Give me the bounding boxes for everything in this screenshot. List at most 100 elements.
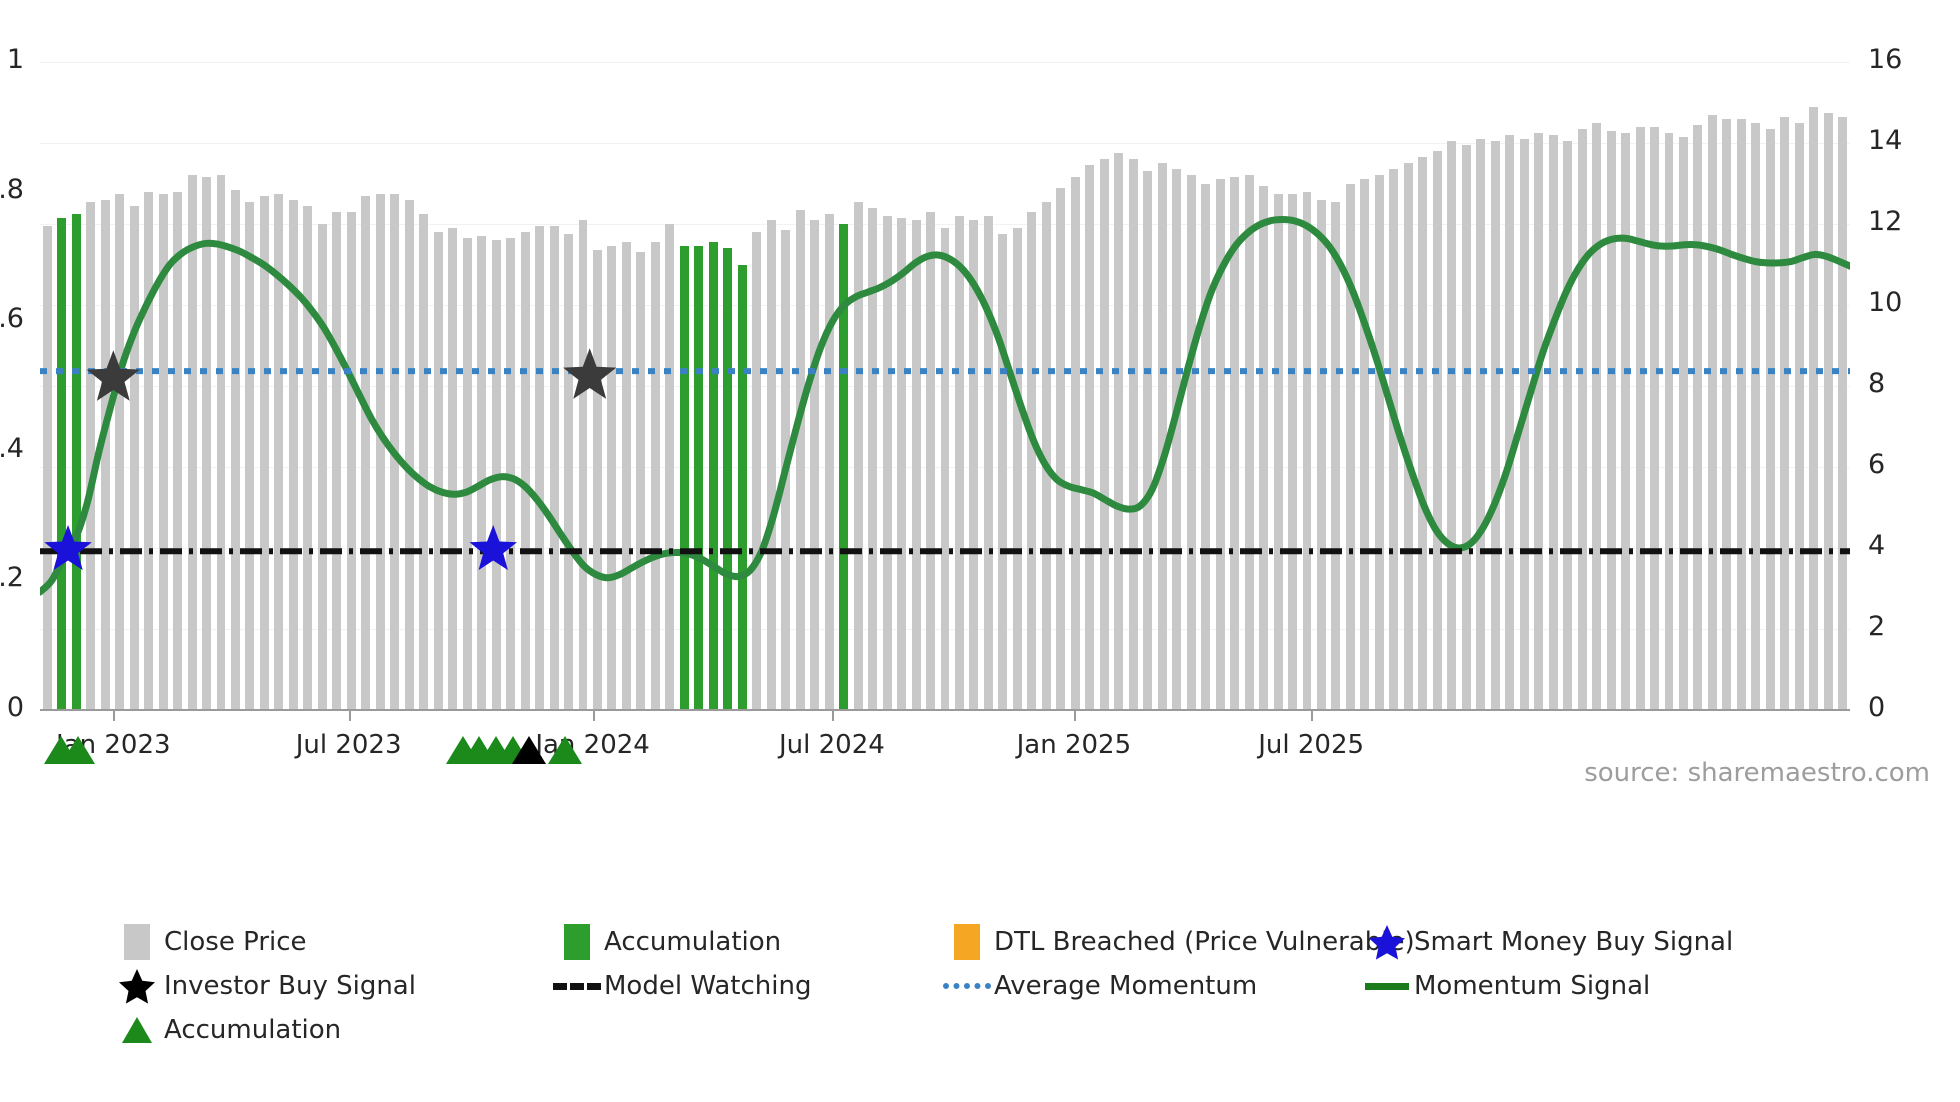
x-axis-tick: [592, 710, 595, 721]
y-axis-left-label: 0.6: [0, 303, 24, 335]
close-price-bar: [1678, 136, 1688, 710]
x-axis-tick: [1311, 710, 1314, 721]
close-price-bar: [1606, 130, 1616, 710]
signal-markers-overlay: [44, 348, 617, 571]
close-price-bar: [1331, 201, 1341, 710]
close-price-bar: [1664, 132, 1674, 710]
close-price-bar: [245, 201, 255, 710]
momentum-signal-line-icon: [1360, 982, 1414, 990]
close-price-bar: [332, 211, 342, 710]
accumulation-marker-strip: [40, 714, 1850, 774]
close-price-bar: [1693, 124, 1703, 710]
close-price-bar: [375, 193, 385, 710]
investor-buy-signal-star: [563, 348, 617, 399]
legend-item-smart-money-buy[interactable]: Smart Money Buy Signal: [1360, 920, 1733, 964]
close-price-bar: [1635, 126, 1645, 710]
x-axis-label: Jul 2025: [1258, 730, 1365, 760]
close-price-bar: [448, 228, 458, 710]
legend-row-3: Accumulation: [110, 1008, 1910, 1052]
close-price-bar: [1592, 122, 1602, 710]
close-price-bar: [433, 232, 443, 710]
gridline: [40, 62, 1850, 63]
close-price-bar: [1056, 187, 1066, 710]
legend-item-close-price[interactable]: Close Price: [110, 920, 550, 964]
close-price-bar: [592, 250, 602, 710]
close-price-bar: [477, 236, 487, 710]
close-price-bar: [1157, 163, 1167, 710]
close-price-bar: [1838, 116, 1848, 710]
close-price-bar: [926, 211, 935, 710]
close-price-bar: [1418, 157, 1428, 710]
accumulation-bar: [737, 264, 747, 710]
close-price-bar: [665, 224, 675, 710]
close-price-bar: [1302, 191, 1312, 710]
close-price-bar: [202, 177, 211, 710]
close-price-bar: [1374, 175, 1384, 710]
close-price-bar: [115, 193, 125, 710]
legend-label: Close Price: [164, 927, 307, 957]
close-price-bar: [462, 238, 472, 710]
close-price-bar: [1823, 112, 1833, 710]
x-axis-label: Jan 2025: [1016, 730, 1132, 760]
legend-item-momentum-signal[interactable]: Momentum Signal: [1360, 964, 1650, 1008]
legend-item-dtl-breached[interactable]: DTL Breached (Price Vulnerable): [940, 920, 1415, 964]
close-price-bar: [969, 219, 979, 710]
close-price-bar: [86, 201, 96, 710]
close-price-bar: [1650, 126, 1659, 710]
accumulation-triangle-icon: [110, 1017, 164, 1043]
y-axis-right-label: 12: [1868, 206, 1903, 237]
y-axis-right-label: 6: [1868, 449, 1886, 480]
close-price-bar: [173, 191, 183, 710]
close-price-bar: [1809, 106, 1819, 710]
close-price-bar: [650, 242, 660, 710]
close-price-bar: [1563, 140, 1573, 710]
close-price-bar: [1186, 175, 1196, 710]
legend-item-model-watching[interactable]: Model Watching: [550, 964, 940, 1008]
legend-item-investor-buy[interactable]: Investor Buy Signal: [110, 964, 550, 1008]
accumulation-bar: [694, 246, 704, 710]
y-axis-left-label: 0.2: [0, 562, 24, 594]
close-price-bar: [1099, 159, 1109, 710]
legend-item-average-momentum[interactable]: Average Momentum: [940, 964, 1360, 1008]
gridline: [40, 143, 1850, 144]
y-axis-left-label: 0.4: [0, 432, 24, 464]
y-axis-left-label: 1: [6, 44, 24, 75]
close-price-bar: [954, 215, 964, 710]
close-price-bar: [1288, 193, 1297, 710]
y-axis-left-label: 0.8: [0, 173, 24, 205]
x-axis-label: Jul 2024: [778, 730, 885, 760]
legend-label: Smart Money Buy Signal: [1414, 927, 1734, 957]
legend-label: Investor Buy Signal: [164, 971, 416, 1001]
legend-item-accumulation-bar[interactable]: Accumulation: [550, 920, 940, 964]
close-price-bar: [1461, 145, 1471, 710]
close-price-bar: [1577, 128, 1587, 710]
legend-row-1: Close Price Accumulation DTL Breached (P…: [110, 920, 1910, 964]
x-axis-tick: [113, 710, 116, 721]
accumulation-bar: [839, 224, 849, 710]
legend-item-accumulation-triangle[interactable]: Accumulation: [110, 1008, 550, 1052]
close-price-bar: [549, 226, 559, 710]
smart-money-buy-signal-star: [469, 524, 518, 571]
smart-money-star-icon: [1360, 922, 1414, 962]
close-price-bar: [1114, 153, 1124, 710]
close-price-bar: [1780, 116, 1790, 710]
accumulation-swatch-icon: [550, 924, 604, 960]
y-axis-right-label: 8: [1868, 368, 1886, 399]
close-price-bar: [404, 199, 414, 710]
close-price-bar: [1244, 175, 1254, 710]
close-price-bar: [1548, 134, 1558, 710]
chart-legend: Close Price Accumulation DTL Breached (P…: [110, 920, 1910, 1052]
close-price-bar: [1765, 128, 1775, 710]
close-price-bar: [274, 193, 284, 710]
close-price-bar: [288, 199, 298, 710]
accumulation-bar: [71, 213, 81, 710]
close-price-bar: [361, 195, 371, 710]
investor-buy-star-icon: [110, 966, 164, 1006]
close-price-bar: [1316, 199, 1326, 710]
momentum-signal-line: [40, 215, 1850, 596]
close-price-bar: [230, 189, 240, 710]
accumulation-bar: [708, 242, 718, 710]
close-price-bar: [1027, 211, 1037, 710]
close-price-bar: [911, 219, 921, 710]
close-price-bar: [535, 226, 545, 710]
